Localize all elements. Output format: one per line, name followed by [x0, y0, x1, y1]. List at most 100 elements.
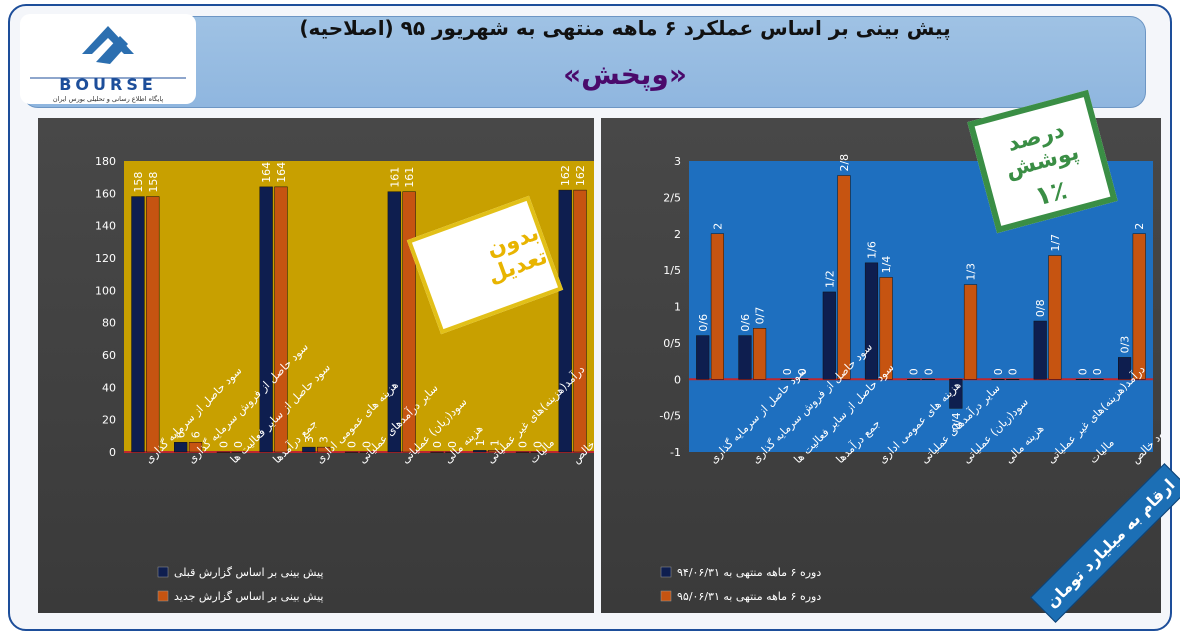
bar	[473, 450, 487, 453]
bar	[780, 379, 794, 380]
bar	[753, 328, 767, 380]
bar	[864, 262, 879, 380]
data-label: 164	[260, 162, 273, 183]
data-label: 0	[446, 441, 459, 448]
bar	[174, 442, 188, 453]
legend-label: پیش بینی بر اساس گزارش قبلی	[174, 566, 323, 579]
y-tick-label: 120	[95, 252, 116, 265]
bar	[1075, 379, 1089, 380]
data-label: 0/7	[754, 307, 767, 325]
bar	[1033, 320, 1047, 380]
data-label: 2/8	[838, 154, 851, 172]
legend-swatch	[660, 590, 672, 602]
legend-swatch	[660, 566, 672, 578]
bar	[795, 379, 809, 380]
bar	[387, 191, 401, 453]
bar	[216, 451, 231, 453]
y-tick-label: 0/5	[663, 337, 681, 350]
data-label: 3	[303, 436, 316, 443]
y-tick-label: 2	[674, 228, 681, 241]
bar	[696, 335, 710, 380]
chart-right: -1 -0/5 0 0/5 1 1/5 2 2/5 3 0/6 0/6 0 1/2 1/6 0 -0/4 0 0/…	[601, 118, 1174, 613]
bar	[259, 186, 273, 453]
bar	[949, 379, 963, 409]
bar	[231, 451, 245, 453]
y-tick-label: 160	[95, 187, 116, 200]
bar	[710, 233, 724, 380]
data-label: 0/8	[1034, 299, 1047, 317]
bar	[188, 442, 203, 453]
data-label: 161	[388, 167, 401, 188]
data-label: -0/4	[950, 412, 963, 434]
y-tick-label: 60	[102, 349, 116, 362]
data-label: 0	[346, 441, 359, 448]
legend-label: دوره ۶ ماهه منتهی به ۹۵/۰۶/۳۱	[677, 590, 821, 603]
legend-swatch	[157, 590, 169, 602]
data-label: 0	[922, 368, 935, 375]
data-label: 162	[574, 165, 587, 186]
bar	[487, 450, 502, 453]
data-label: 0	[517, 441, 530, 448]
data-label: 0	[908, 368, 921, 375]
data-label: 162	[559, 165, 572, 186]
y-tick-label: 1	[674, 301, 681, 314]
bar	[146, 196, 160, 453]
svg-text:BOURSE: BOURSE	[59, 75, 157, 94]
bar	[1090, 379, 1104, 380]
bar	[274, 186, 288, 453]
data-label: 0	[992, 368, 1005, 375]
data-label: 2	[1133, 223, 1146, 230]
data-label: 158	[132, 172, 145, 193]
y-tick-label: 3	[674, 155, 681, 168]
logo-graphic: BOURSE پایگاه اطلاع رسانی و تحلیلی بورس …	[30, 26, 186, 103]
data-label: 0	[1007, 368, 1020, 375]
y-tick-label: 1/5	[663, 264, 681, 277]
data-label: 0/6	[739, 314, 752, 332]
y-tick-label: 20	[102, 414, 116, 427]
y-tick-label: 40	[102, 381, 116, 394]
y-tick-label: 0	[674, 373, 681, 386]
y-tick-label: 100	[95, 284, 116, 297]
y-tick-label: -1	[670, 446, 681, 459]
data-label: 1/2	[823, 270, 836, 288]
data-label: 161	[403, 167, 416, 188]
y-tick-label: 180	[95, 155, 116, 168]
bar	[879, 277, 893, 380]
data-label: 0	[232, 441, 245, 448]
bar	[317, 446, 331, 453]
bar	[359, 451, 374, 453]
bar	[1118, 357, 1132, 380]
bar	[907, 379, 921, 380]
bar	[921, 379, 935, 380]
bar	[302, 446, 316, 453]
no-adjustment-label: بدون تعدیل	[483, 220, 551, 289]
data-label: 0/6	[697, 314, 710, 332]
bar	[530, 451, 544, 453]
bar	[822, 291, 836, 380]
header-banner	[22, 16, 1146, 108]
bar	[1048, 255, 1062, 380]
page-title: پیش بینی بر اساس عملکرد ۶ ماهه منتهی به …	[299, 16, 951, 40]
page-subtitle: «وپخش»	[563, 58, 687, 91]
data-label: 1	[474, 439, 487, 446]
data-label: 2	[711, 223, 724, 230]
data-label: 3	[318, 436, 331, 443]
bar	[1006, 379, 1020, 380]
data-label: 0	[781, 368, 794, 375]
data-label: 0	[431, 441, 444, 448]
bar	[837, 175, 851, 380]
data-label: 0	[1076, 368, 1089, 375]
data-label: 158	[147, 172, 160, 193]
bar	[963, 284, 978, 380]
data-label: 0	[1091, 368, 1104, 375]
legend-label: پیش بینی بر اساس گزارش جدید	[174, 590, 323, 603]
bar	[515, 451, 530, 453]
data-label: 164	[275, 162, 288, 183]
data-label: 1/7	[1049, 234, 1062, 252]
y-tick-label: -0/5	[659, 410, 681, 423]
data-label: 0	[531, 441, 544, 448]
bar	[738, 335, 752, 380]
bar	[131, 196, 145, 453]
bar	[1132, 233, 1146, 380]
